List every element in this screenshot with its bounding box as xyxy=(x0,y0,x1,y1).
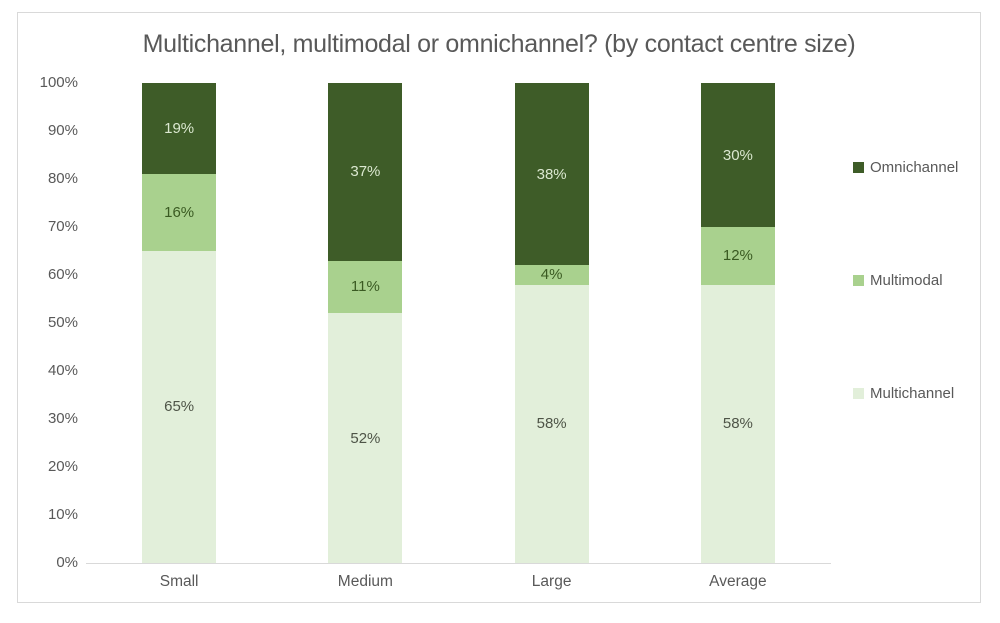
legend-item-multichannel: Multichannel xyxy=(853,385,954,402)
data-label: 52% xyxy=(350,429,381,447)
bar-segment-multimodal: 12% xyxy=(700,227,775,285)
data-label: 19% xyxy=(164,120,195,138)
bar-segment-multichannel: 52% xyxy=(328,313,403,563)
bar-segment-omnichannel: 38% xyxy=(514,83,589,266)
y-axis-tick-label: 0% xyxy=(56,554,78,571)
legend-swatch-icon xyxy=(853,275,864,286)
legend-swatch-icon xyxy=(853,388,864,399)
legend-swatch-icon xyxy=(853,162,864,173)
x-axis-line xyxy=(86,563,831,564)
stacked-bar-large: 38% 4% 58% xyxy=(514,83,589,563)
x-axis-category-label: Small xyxy=(159,573,199,590)
data-label: 30% xyxy=(722,146,753,164)
y-axis-tick-label: 40% xyxy=(47,362,78,379)
stacked-bar-medium: 37% 11% 52% xyxy=(328,83,403,563)
legend-label: Multimodal xyxy=(870,272,943,289)
legend-label: Omnichannel xyxy=(870,159,959,176)
chart-container: Multichannel, multimodal or omnichannel?… xyxy=(17,12,981,603)
stacked-bar-small: 19% 16% 65% xyxy=(142,83,217,563)
bar-segment-multichannel: 65% xyxy=(142,250,217,563)
y-axis-tick-label: 10% xyxy=(47,506,78,523)
data-label: 65% xyxy=(164,398,195,416)
bar-segment-multimodal: 16% xyxy=(142,174,217,251)
data-label: 38% xyxy=(536,165,567,183)
y-axis-tick-label: 100% xyxy=(39,74,78,91)
y-axis-tick-label: 50% xyxy=(47,314,78,331)
chart-title: Multichannel, multimodal or omnichannel?… xyxy=(142,30,856,58)
legend: Omnichannel Multimodal Multichannel xyxy=(853,13,981,602)
y-axis: 100% 90% 80% 70% 60% 50% 40% 30% 20% 10% 0% xyxy=(18,13,78,602)
y-axis-tick-label: 90% xyxy=(47,122,78,139)
bar-segment-multimodal: 4% xyxy=(514,265,589,285)
bar-segment-multichannel: 58% xyxy=(700,284,775,563)
legend-label: Multichannel xyxy=(870,385,955,402)
y-axis-tick-label: 30% xyxy=(47,410,78,427)
data-label: 16% xyxy=(164,204,195,222)
data-label: 4% xyxy=(540,266,563,284)
y-axis-tick-label: 80% xyxy=(47,170,78,187)
stacked-bar-average: 30% 12% 58% xyxy=(700,83,775,563)
data-label: 58% xyxy=(536,415,567,433)
legend-item-omnichannel: Omnichannel xyxy=(853,159,958,176)
bar-segment-multichannel: 58% xyxy=(514,284,589,563)
bar-segment-omnichannel: 19% xyxy=(142,83,217,175)
x-axis-category-label: Medium xyxy=(337,573,393,590)
data-label: 12% xyxy=(722,247,753,265)
data-label: 37% xyxy=(350,163,381,181)
y-axis-tick-label: 60% xyxy=(47,266,78,283)
data-label: 58% xyxy=(722,415,753,433)
x-axis-category-label: Average xyxy=(709,573,767,590)
bar-segment-omnichannel: 37% xyxy=(328,83,403,261)
bar-segment-multimodal: 11% xyxy=(328,260,403,314)
bar-segment-omnichannel: 30% xyxy=(700,83,775,227)
y-axis-tick-label: 20% xyxy=(47,458,78,475)
x-axis-category-label: Large xyxy=(531,573,572,590)
data-label: 11% xyxy=(350,278,380,296)
y-axis-tick-label: 70% xyxy=(47,218,78,235)
legend-item-multimodal: Multimodal xyxy=(853,272,943,289)
